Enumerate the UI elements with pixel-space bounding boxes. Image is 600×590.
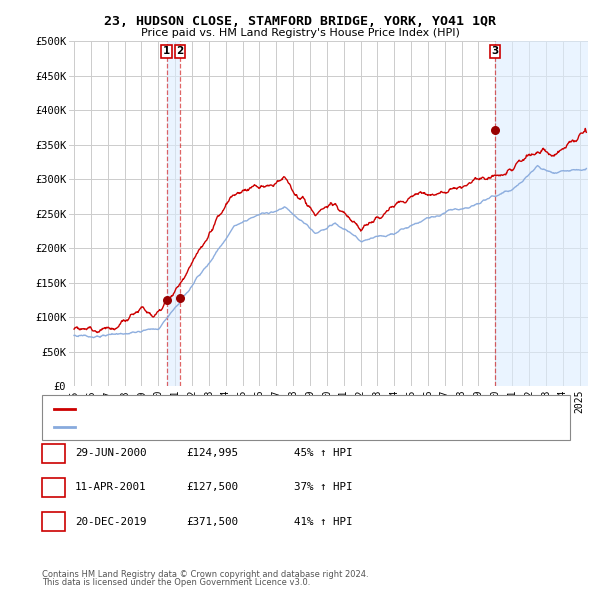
Text: £124,995: £124,995	[186, 448, 238, 458]
Text: 23, HUDSON CLOSE, STAMFORD BRIDGE, YORK, YO41 1QR (detached house): 23, HUDSON CLOSE, STAMFORD BRIDGE, YORK,…	[81, 404, 456, 414]
Text: 3: 3	[50, 517, 57, 526]
Text: 20-DEC-2019: 20-DEC-2019	[75, 517, 146, 526]
Point	[175, 294, 185, 303]
Text: £371,500: £371,500	[186, 517, 238, 526]
Bar	[167, 41, 180, 386]
Text: 37% ↑ HPI: 37% ↑ HPI	[294, 483, 353, 492]
Text: Contains HM Land Registry data © Crown copyright and database right 2024.: Contains HM Land Registry data © Crown c…	[42, 570, 368, 579]
Text: 41% ↑ HPI: 41% ↑ HPI	[294, 517, 353, 526]
Text: 45% ↑ HPI: 45% ↑ HPI	[294, 448, 353, 458]
Text: 3: 3	[491, 47, 499, 57]
Bar	[495, 41, 588, 386]
Text: Price paid vs. HM Land Registry's House Price Index (HPI): Price paid vs. HM Land Registry's House …	[140, 28, 460, 38]
Point	[162, 296, 172, 305]
Text: 23, HUDSON CLOSE, STAMFORD BRIDGE, YORK, YO41 1QR: 23, HUDSON CLOSE, STAMFORD BRIDGE, YORK,…	[104, 15, 496, 28]
Text: 1: 1	[163, 47, 170, 57]
Text: 2: 2	[176, 47, 184, 57]
Text: 29-JUN-2000: 29-JUN-2000	[75, 448, 146, 458]
Text: This data is licensed under the Open Government Licence v3.0.: This data is licensed under the Open Gov…	[42, 578, 310, 587]
Text: 2: 2	[50, 483, 57, 492]
Text: HPI: Average price, detached house, East Riding of Yorkshire: HPI: Average price, detached house, East…	[81, 422, 377, 432]
Text: 1: 1	[50, 448, 57, 458]
Point	[490, 125, 500, 135]
Text: £127,500: £127,500	[186, 483, 238, 492]
Text: 11-APR-2001: 11-APR-2001	[75, 483, 146, 492]
